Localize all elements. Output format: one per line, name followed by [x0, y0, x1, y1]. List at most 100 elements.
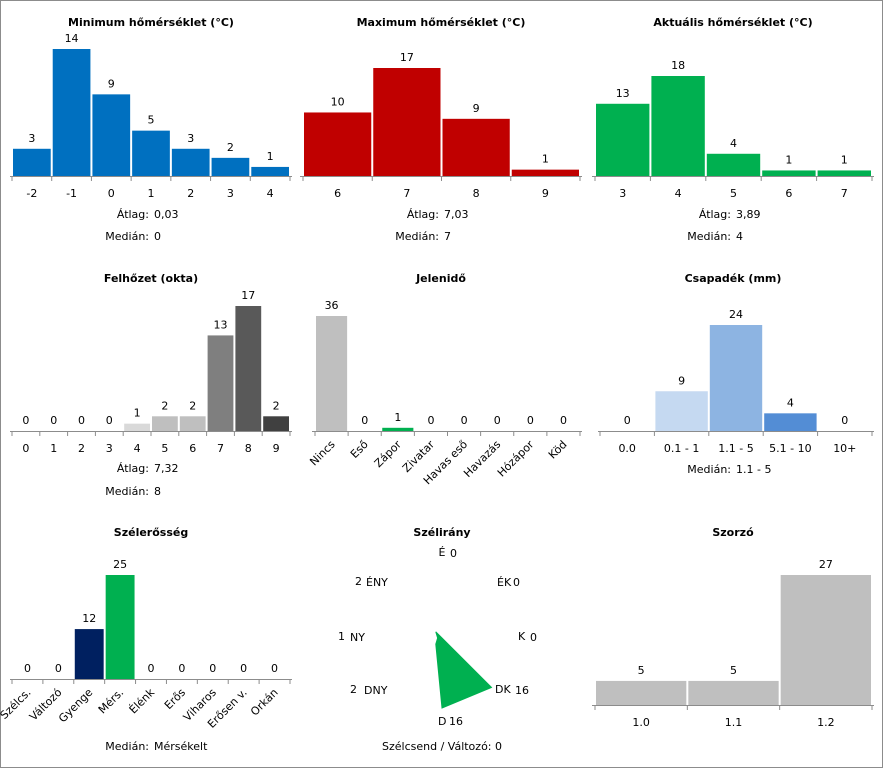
chart-title: Jelenidő [415, 272, 466, 285]
data-label: 2 [273, 399, 280, 412]
data-label: 2 [161, 399, 168, 412]
bar [105, 575, 135, 679]
data-label: 14 [65, 32, 79, 45]
direction-value: 16 [449, 715, 463, 728]
chart-title: Felhőzet (okta) [104, 272, 198, 285]
tick-label: 1.1 [725, 716, 743, 729]
tick-label: 1 [50, 442, 57, 455]
calm-variable-note: Szélcsend / Változó: 0 [382, 740, 502, 753]
stat-value: 4 [736, 230, 743, 243]
data-label: 0 [494, 414, 501, 427]
tick-label: 1.1 - 5 [718, 442, 753, 455]
bar [74, 629, 104, 679]
bar [211, 157, 250, 176]
tick-label: 6 [189, 442, 196, 455]
tick-label: Gyenge [56, 686, 95, 725]
bar [132, 130, 170, 176]
stat-value: 7,03 [444, 208, 469, 221]
bar [511, 169, 579, 176]
direction-label: K [518, 630, 526, 643]
bar [596, 680, 687, 705]
direction-value: 2 [355, 575, 362, 588]
wind-rose-area [435, 631, 493, 709]
bar [316, 316, 348, 431]
data-label: 1 [394, 411, 401, 424]
tick-label: Nincs [307, 438, 338, 469]
chart-title: Aktuális hőmérséklet (°C) [653, 16, 812, 29]
data-label: 1 [134, 407, 141, 420]
stat-label: Átlag: [117, 462, 149, 475]
tick-label: 4 [134, 442, 141, 455]
data-label: 0 [461, 414, 468, 427]
direction-label: DNY [364, 684, 388, 697]
data-label: 5 [148, 114, 155, 127]
bar [52, 49, 91, 176]
data-label: 2 [227, 141, 234, 154]
data-label: 0 [209, 662, 216, 675]
data-label: 9 [108, 77, 115, 90]
tick-label: 0.0 [618, 442, 636, 455]
direction-label: DK [495, 683, 511, 696]
tick-label: Hózápor [495, 438, 537, 480]
tick-label: 7 [403, 187, 410, 200]
data-label: 2 [189, 399, 196, 412]
data-label: 5 [638, 664, 645, 677]
chart-1: Minimum hőmérséklet (°C)3-214-1905132231… [10, 16, 292, 243]
stat-label: Medián: [687, 230, 731, 243]
tick-label: 5 [161, 442, 168, 455]
tick-label: 2 [187, 187, 194, 200]
tick-label: 2 [78, 442, 85, 455]
direction-value: 16 [515, 684, 529, 697]
bar [651, 76, 705, 176]
chart-5: Jelenidő36Nincs0Eső1Zápor0Zivatar0Havas … [307, 272, 582, 487]
stat-value: 1.1 - 5 [736, 463, 771, 476]
data-label: 13 [214, 318, 228, 331]
bar [382, 427, 414, 431]
chart-title: Csapadék (mm) [685, 272, 782, 285]
stat-label: Átlag: [407, 208, 439, 221]
data-label: 0 [24, 662, 31, 675]
tick-label: Erős [162, 686, 188, 712]
bar [207, 335, 234, 431]
data-label: 27 [819, 558, 833, 571]
tick-label: 8 [245, 442, 252, 455]
bar [762, 170, 816, 176]
bar [304, 112, 372, 176]
direction-label: NY [350, 631, 365, 644]
tick-label: 1.0 [632, 716, 650, 729]
tick-label: Élénk [127, 685, 158, 716]
data-label: 1 [542, 153, 549, 166]
bar [655, 391, 708, 431]
stat-label: Medián: [395, 230, 439, 243]
stat-label: Medián: [105, 740, 149, 753]
data-label: 17 [241, 289, 255, 302]
data-label: 17 [400, 51, 414, 64]
data-label: 4 [787, 396, 794, 409]
bar [171, 148, 210, 176]
data-label: 10 [331, 95, 345, 108]
data-label: 0 [427, 414, 434, 427]
chart-2: Maximum hőmérséklet (°C) 10 6 17 7 9 8 1 9 Átlag:… [300, 16, 582, 243]
tick-label: 6 [334, 187, 341, 200]
stat-label: Medián: [687, 463, 731, 476]
stat-value: 0 [154, 230, 161, 243]
chart-title: Szorzó [712, 526, 754, 539]
tick-label: 10+ [833, 442, 856, 455]
tick-label: 0 [22, 442, 29, 455]
bar [263, 416, 289, 431]
data-label: 0 [178, 662, 185, 675]
tick-label: 7 [217, 442, 224, 455]
tick-label: 1.2 [817, 716, 835, 729]
data-label: 1 [267, 150, 274, 163]
data-label: 0 [106, 414, 113, 427]
bar [92, 94, 131, 176]
data-label: 0 [50, 414, 57, 427]
chart-4: Felhőzet (okta) 0 0 0 1 0 2 0 3 1 4 2 5 2 6 13 7 17 8 2 9 Átl… [10, 272, 292, 498]
bar [596, 103, 650, 176]
tick-label: 3 [619, 187, 626, 200]
stat-value: 0,03 [154, 208, 179, 221]
bar [251, 166, 289, 176]
stat-value: 3,89 [736, 208, 761, 221]
